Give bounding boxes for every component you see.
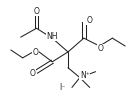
- Text: O: O: [98, 45, 104, 53]
- Text: N⁺: N⁺: [80, 71, 90, 80]
- Text: O: O: [34, 7, 39, 16]
- Text: I⁻: I⁻: [59, 83, 65, 92]
- Text: O: O: [33, 48, 38, 57]
- Text: O: O: [87, 16, 93, 25]
- Text: NH: NH: [47, 32, 58, 41]
- Text: O: O: [30, 69, 35, 78]
